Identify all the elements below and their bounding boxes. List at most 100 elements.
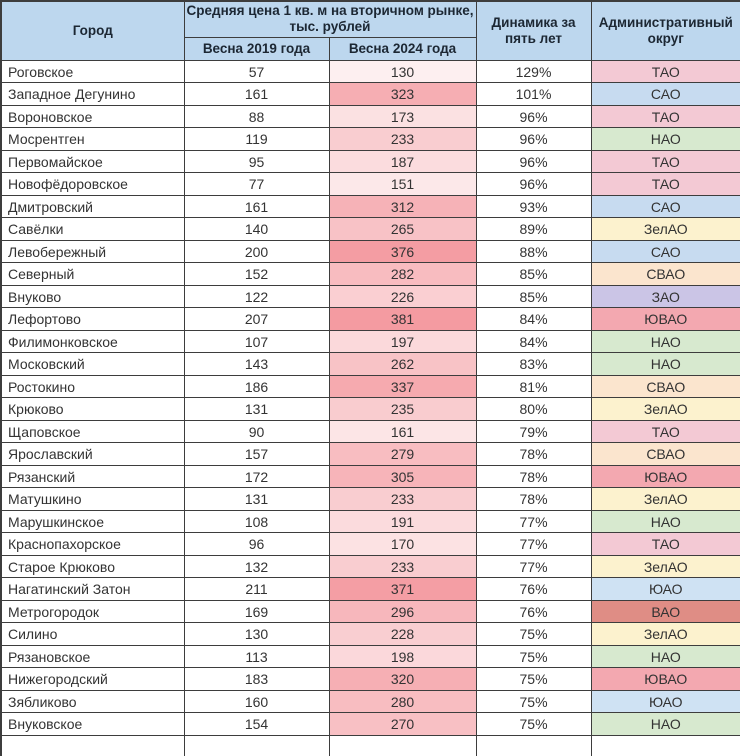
dynamics-cell: 89% xyxy=(475,217,592,241)
city-cell: Крюково xyxy=(0,397,185,421)
price-2019-cell: 140 xyxy=(183,217,330,241)
table-row: Левобережный 200 376 88% САО xyxy=(0,239,740,264)
district-cell: ЮВАО xyxy=(590,307,740,331)
header-spring-2024: Весна 2024 года xyxy=(328,36,477,61)
price-2019-cell: 107 xyxy=(183,329,330,354)
district-cell: НАО xyxy=(590,352,740,376)
table-row: Старое Крюково 132 233 77% ЗелАО xyxy=(0,554,740,579)
price-2019-cell: 157 xyxy=(183,442,330,466)
table-row: Внуково 122 226 85% ЗАО xyxy=(0,284,740,309)
dynamics-cell: 77% xyxy=(475,554,592,579)
dynamics-cell: 75% xyxy=(475,667,592,691)
district-cell: ТАО xyxy=(590,532,740,556)
city-cell: Рязанский xyxy=(0,464,185,489)
district-cell: ЗелАО xyxy=(590,487,740,511)
table-row: Краснопахорское 96 170 77% ТАО xyxy=(0,532,740,556)
price-2024-cell: 270 xyxy=(328,712,477,736)
city-cell: Краснопахорское xyxy=(0,532,185,556)
price-2019-cell: 200 xyxy=(183,239,330,264)
header-district: Административный округ xyxy=(590,0,740,61)
price-2024-cell: 312 xyxy=(328,194,477,219)
district-cell: НАО xyxy=(590,644,740,669)
district-cell: ТАО xyxy=(590,104,740,129)
price-2024-cell: 296 xyxy=(328,599,477,624)
price-2019-cell: 57 xyxy=(183,59,330,84)
city-cell: Ярославский xyxy=(0,442,185,466)
district-cell: ЗелАО xyxy=(590,554,740,579)
city-cell: Матушкино xyxy=(0,487,185,511)
district-cell: НАО xyxy=(590,127,740,151)
city-cell: Марушкинское xyxy=(0,509,185,534)
table-row: Лефортово 207 381 84% ЮВАО xyxy=(0,307,740,331)
price-2024-cell: 323 xyxy=(328,82,477,106)
table-row: Московский 143 262 83% НАО xyxy=(0,352,740,376)
price-2024-cell: 280 xyxy=(328,689,477,714)
price-2024-cell: 320 xyxy=(328,667,477,691)
table-row: Марушкинское 108 191 77% НАО xyxy=(0,509,740,534)
city-cell: Мосрентген xyxy=(0,127,185,151)
district-cell: ЗАО xyxy=(590,284,740,309)
city-cell: Нижегородский xyxy=(0,667,185,691)
price-2019-cell: 143 xyxy=(183,352,330,376)
price-2024-cell: 191 xyxy=(328,509,477,534)
city-cell: Щаповское xyxy=(0,419,185,444)
price-2024-cell: 265 xyxy=(328,217,477,241)
price-2024-cell: 130 xyxy=(328,59,477,84)
city-cell: Внуковское xyxy=(0,712,185,736)
price-2019-cell: 183 xyxy=(183,667,330,691)
dynamics-cell: 78% xyxy=(475,464,592,489)
price-2024-cell: 376 xyxy=(328,239,477,264)
city-cell: Первомайское xyxy=(0,149,185,174)
city-cell: Дмитровский xyxy=(0,194,185,219)
price-2019-cell: 211 xyxy=(183,577,330,601)
district-cell: СВАО xyxy=(590,442,740,466)
empty-cell xyxy=(0,734,185,756)
city-cell: Роговское xyxy=(0,59,185,84)
price-2019-cell: 161 xyxy=(183,194,330,219)
district-cell: ЗелАО xyxy=(590,397,740,421)
header-price-group: Средняя цена 1 кв. м на вторичном рынке,… xyxy=(183,0,477,38)
table-row: Матушкино 131 233 78% ЗелАО xyxy=(0,487,740,511)
dynamics-cell: 85% xyxy=(475,284,592,309)
table-row: Ростокино 186 337 81% СВАО xyxy=(0,374,740,399)
dynamics-cell: 75% xyxy=(475,689,592,714)
city-cell: Старое Крюково xyxy=(0,554,185,579)
empty-cell xyxy=(183,734,330,756)
price-2019-cell: 207 xyxy=(183,307,330,331)
header-city: Город xyxy=(0,0,185,61)
dynamics-cell: 93% xyxy=(475,194,592,219)
empty-cell xyxy=(475,734,592,756)
table-row: Дмитровский 161 312 93% САО xyxy=(0,194,740,219)
price-2024-cell: 233 xyxy=(328,487,477,511)
city-cell: Внуково xyxy=(0,284,185,309)
dynamics-cell: 85% xyxy=(475,262,592,286)
table-row: Щаповское 90 161 79% ТАО xyxy=(0,419,740,444)
price-2019-cell: 172 xyxy=(183,464,330,489)
price-2024-cell: 198 xyxy=(328,644,477,669)
dynamics-cell: 96% xyxy=(475,149,592,174)
price-2019-cell: 132 xyxy=(183,554,330,579)
dynamics-cell: 88% xyxy=(475,239,592,264)
price-2024-cell: 279 xyxy=(328,442,477,466)
table-row: Савёлки 140 265 89% ЗелАО xyxy=(0,217,740,241)
district-cell: ТАО xyxy=(590,59,740,84)
price-2019-cell: 186 xyxy=(183,374,330,399)
price-2024-cell: 151 xyxy=(328,172,477,196)
district-cell: ЗелАО xyxy=(590,217,740,241)
dynamics-cell: 84% xyxy=(475,329,592,354)
city-cell: Лефортово xyxy=(0,307,185,331)
table-row: Новофёдоровское 77 151 96% ТАО xyxy=(0,172,740,196)
price-2024-cell: 381 xyxy=(328,307,477,331)
dynamics-cell: 79% xyxy=(475,419,592,444)
price-2019-cell: 131 xyxy=(183,487,330,511)
price-2024-cell: 233 xyxy=(328,554,477,579)
table-row: Западное Дегунино 161 323 101% САО xyxy=(0,82,740,106)
price-2019-cell: 96 xyxy=(183,532,330,556)
district-cell: ЮАО xyxy=(590,689,740,714)
price-2019-cell: 169 xyxy=(183,599,330,624)
city-cell: Филимонковское xyxy=(0,329,185,354)
price-2019-cell: 160 xyxy=(183,689,330,714)
header-spring-2019: Весна 2019 года xyxy=(183,36,330,61)
